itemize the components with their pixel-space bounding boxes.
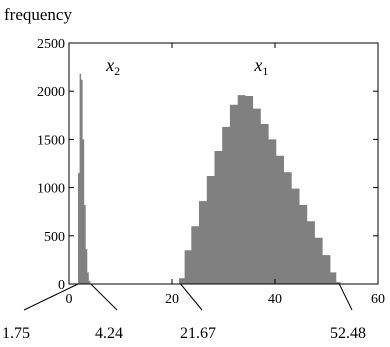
y-tick-label: 500 [44,230,65,245]
annotation-label: 1.75 [2,325,30,342]
histogram-series-1 [78,73,91,284]
x-tick-label: 0 [66,292,73,307]
annotation-label: 4.24 [95,325,123,342]
series-label-1: x2 [105,55,120,78]
annotation-pointer [180,283,203,311]
histogram-bars [78,73,341,284]
y-tick-label: 1500 [37,133,65,148]
annotation-label: 52.48 [330,325,366,342]
plot-frame [68,42,379,285]
x-axis-ticks: 0 20 40 60 [66,43,385,307]
annotations: 1.75 4.24 21.67 52.48 [2,283,366,342]
annotation-pointer [23,283,79,311]
x-tick-label: 60 [371,292,385,307]
x-tick-label: 40 [268,292,282,307]
y-tick-label: 2500 [37,37,65,52]
annotation-label: 21.67 [180,325,216,342]
annotation-pointer [338,283,353,311]
y-tick-label: 0 [58,278,65,293]
series-labels: x2 x1 [105,55,268,78]
x-tick-label: 20 [165,292,179,307]
histogram-series-2 [179,95,341,284]
y-tick-label: 2000 [37,85,65,100]
series-label-2: x1 [253,55,268,78]
y-axis-ticks: 0 500 1000 1500 2000 2500 [37,37,378,293]
y-tick-label: 1000 [37,182,65,197]
y-axis-label: frequency [4,5,72,24]
annotation-pointer [90,283,118,311]
